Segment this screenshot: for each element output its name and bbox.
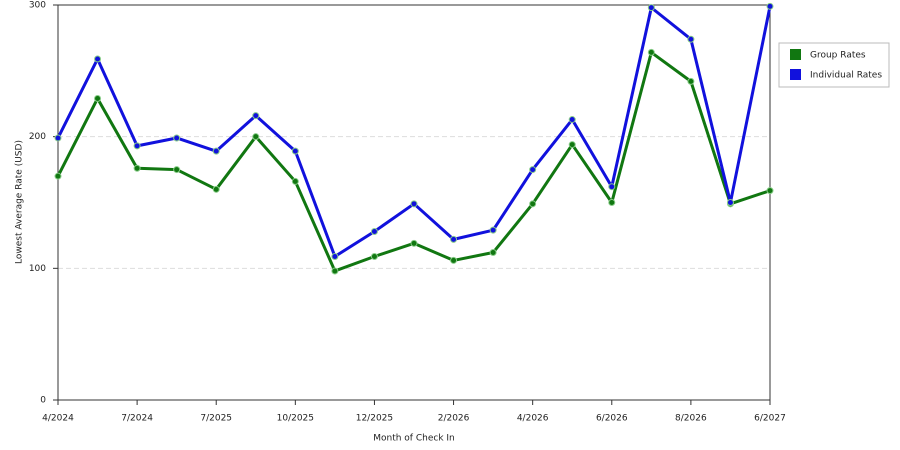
data-point [568,141,576,149]
x-tick-label: 12/2025 [356,414,393,424]
data-point [647,4,655,12]
data-point [252,133,260,141]
x-axis-label: Month of Check In [373,434,455,444]
y-tick-label: 200 [29,132,46,142]
y-tick-label: 100 [29,264,46,274]
data-point [766,2,774,10]
series-line [56,6,772,258]
data-point [489,226,497,234]
legend-label: Group Rates [810,51,866,61]
x-tick-label: 6/2026 [596,414,628,424]
data-point [252,112,260,120]
data-point [173,166,181,174]
x-tick-label: 4/2026 [517,414,549,424]
data-point [687,35,695,43]
data-point [331,267,339,275]
data-point [450,256,458,264]
data-point [133,164,141,172]
x-tick-label: 6/2027 [754,414,786,424]
data-point [608,199,616,206]
data-point [133,142,141,150]
data-point [529,200,537,208]
data-point [450,235,458,243]
data-point [726,199,734,206]
data-point [370,227,378,235]
data-point [94,55,102,63]
data-point [173,134,181,142]
x-tick-label: 4/2024 [42,414,74,424]
x-tick-label: 7/2024 [121,414,153,424]
y-tick-label: 0 [40,396,46,406]
x-tick-label: 10/2025 [277,414,314,424]
data-point [410,239,418,247]
series-line [56,50,771,273]
x-tick-label: 2/2026 [438,414,470,424]
data-point [568,116,576,124]
y-axis-label: Lowest Average Rate (USD) [15,140,25,264]
x-tick-label: 8/2026 [675,414,707,424]
data-point [608,183,616,191]
data-point [410,200,418,208]
data-point [94,94,102,102]
data-point [291,147,299,155]
legend-swatch [790,49,801,60]
data-point [331,252,339,260]
data-point [212,147,220,155]
legend-swatch [790,69,801,80]
x-tick-label: 7/2025 [200,414,232,424]
data-point [489,249,497,257]
legend-label: Individual Rates [810,71,882,81]
data-point [54,172,62,180]
data-point [766,187,774,195]
data-point [212,185,220,193]
data-point [291,177,299,185]
data-point [54,134,62,142]
data-point [687,77,695,85]
y-tick-label: 300 [29,1,46,11]
data-point [529,166,537,174]
data-point [370,252,378,260]
data-point [647,48,655,56]
